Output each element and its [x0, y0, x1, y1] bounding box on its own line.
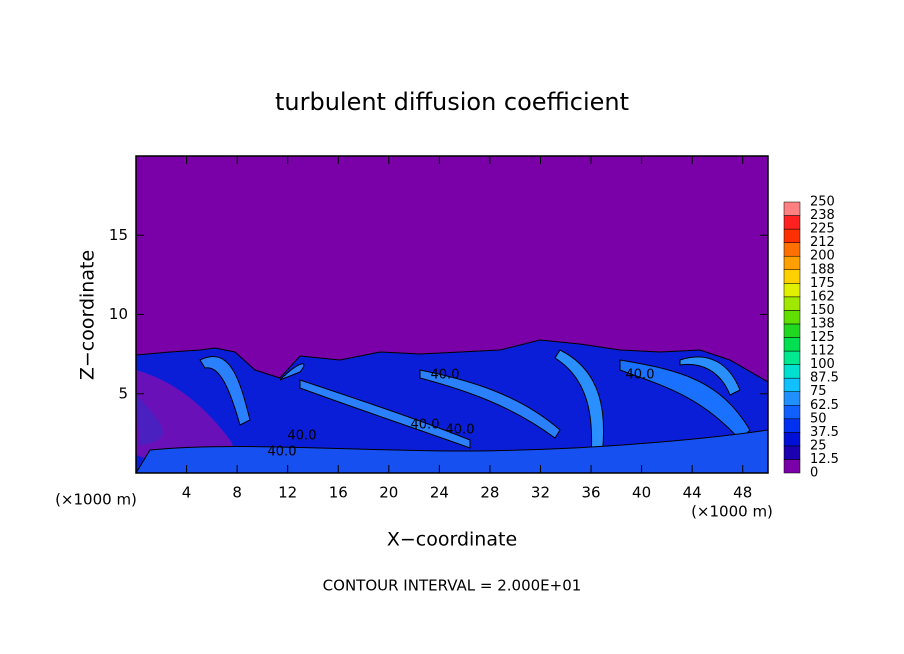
contour-label: 40.0 [431, 368, 460, 383]
colorbar-tick-label: 0 [810, 466, 818, 481]
colorbar-tick-label: 62.5 [810, 398, 839, 413]
colorbar-tick-label: 50 [810, 411, 827, 426]
x-axis-label: X−coordinate [387, 529, 517, 551]
colorbar-tick-label: 250 [810, 195, 835, 210]
colorbar-tick-label: 188 [810, 262, 835, 277]
x-tick-label: 48 [733, 484, 752, 502]
colorbar-tick-label: 238 [810, 208, 835, 223]
colorbar-tick-label: 212 [810, 235, 835, 250]
x-tick-label: 32 [531, 484, 550, 502]
colorbar-band [783, 296, 801, 311]
field-streak [279, 363, 305, 381]
colorbar-band [783, 350, 801, 365]
field-streak [679, 356, 741, 396]
x-tick-label: 4 [182, 484, 192, 502]
field-streak [199, 356, 251, 426]
field [136, 156, 768, 473]
colorbar-tick-label: 112 [810, 344, 835, 359]
colorbar-tick-label: 225 [810, 222, 835, 237]
y-tick-label: 5 [118, 384, 128, 402]
annotation: CONTOUR INTERVAL = 2.000E+01 [323, 577, 582, 595]
colorbar-tick-label: 75 [810, 384, 827, 399]
x-unit-label: (×1000 m) [55, 491, 137, 509]
colorbar-band [783, 310, 801, 325]
colorbar-band [783, 418, 801, 433]
x-tick-label: 36 [581, 484, 600, 502]
y-tick-label: 15 [109, 226, 128, 244]
x-tick-label: 20 [379, 484, 398, 502]
colorbar-tick-label: 150 [810, 303, 835, 318]
x-tick-label: 12 [278, 484, 297, 502]
x-tick-label: 16 [329, 484, 348, 502]
colorbar-band [783, 432, 801, 447]
colorbar-band [783, 242, 801, 257]
colorbar-tick-label: 138 [810, 316, 835, 331]
contour-label: 40.0 [288, 429, 317, 444]
colorbar-tick-label: 200 [810, 249, 835, 264]
x-tick-label: 40 [632, 484, 651, 502]
colorbar-band [783, 459, 801, 474]
colorbar-band [783, 215, 801, 230]
colorbar-tick-label: 162 [810, 289, 835, 304]
colorbar-tick-label: 37.5 [810, 425, 839, 440]
y-axis-label: Z−coordinate [77, 250, 99, 380]
colorbar-band [783, 228, 801, 243]
colorbar-band [783, 377, 801, 392]
chart-title: turbulent diffusion coefficient [275, 88, 629, 116]
colorbar-band [783, 255, 801, 271]
x-tick-label: 8 [232, 484, 242, 502]
contour-label: 40.0 [626, 368, 655, 383]
colorbar-tick-label: 175 [810, 276, 835, 291]
colorbar-band [783, 391, 801, 406]
colorbar-band [783, 337, 801, 352]
field-bottom [136, 429, 768, 473]
field-patch [136, 395, 163, 445]
colorbar-band [783, 283, 801, 298]
colorbar-tick-label: 100 [810, 357, 835, 372]
x-tick-label: 44 [683, 484, 702, 502]
colorbar-band [783, 269, 801, 284]
contour-label: 40.0 [411, 418, 440, 433]
colorbar-band [783, 364, 801, 379]
colorbar-band [783, 405, 801, 420]
contour-label: 40.0 [446, 423, 475, 438]
x-tick-label: 28 [480, 484, 499, 502]
x-tick-label: 24 [430, 484, 449, 502]
field-patch [136, 370, 233, 464]
colorbar-tick-label: 87.5 [810, 371, 839, 386]
colorbar-tick-label: 125 [810, 330, 835, 345]
contour-label: 40.0 [268, 445, 297, 460]
colorbar-band [783, 445, 801, 460]
colorbar-tick-label: 25 [810, 438, 827, 453]
y-tick-label: 10 [109, 305, 128, 323]
colorbar-tick-label: 12.5 [810, 452, 839, 467]
field-streak [419, 369, 561, 439]
colorbar-band [783, 201, 801, 216]
colorbar-band [783, 323, 801, 338]
x-unit-label: (×1000 m) [691, 503, 773, 521]
field-streak [299, 379, 471, 449]
